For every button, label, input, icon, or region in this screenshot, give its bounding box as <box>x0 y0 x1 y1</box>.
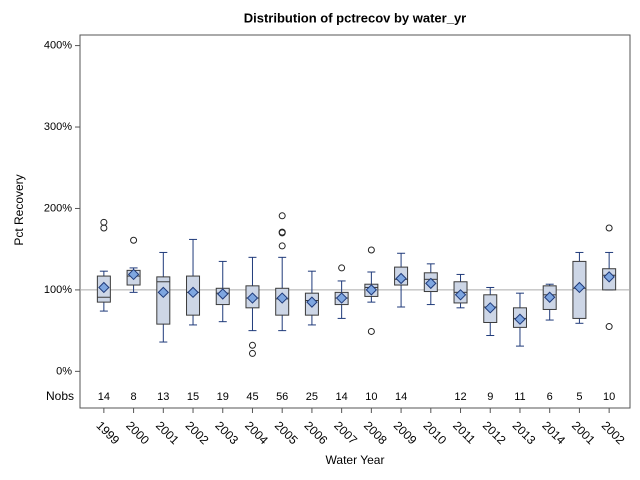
y-tick-label: 0% <box>56 365 72 377</box>
x-tick-label: 2003 <box>212 418 241 447</box>
x-tick-label: 1999 <box>93 418 122 447</box>
nobs-value: 5 <box>576 391 582 403</box>
mean-marker <box>573 281 586 294</box>
y-tick-label: 200% <box>44 202 72 214</box>
mean-marker <box>603 271 615 283</box>
outlier <box>100 218 108 226</box>
mean-marker <box>335 292 348 304</box>
nobs-value: 19 <box>217 391 229 403</box>
x-tick-label: 2000 <box>123 418 152 447</box>
mean-marker <box>187 286 199 299</box>
x-tick-label: 2001 <box>153 418 182 447</box>
y-tick-label: 400% <box>44 39 72 51</box>
nobs-value: 45 <box>246 391 258 403</box>
outlier <box>248 341 256 349</box>
mean-marker <box>395 272 407 285</box>
nobs-value: 15 <box>187 391 199 403</box>
outlier <box>367 327 375 335</box>
x-tick-label: 2007 <box>331 418 360 447</box>
nobs-value: 14 <box>336 391 348 403</box>
x-tick-label: 2004 <box>242 418 271 447</box>
mean-marker <box>98 281 110 294</box>
nobs-value: 9 <box>487 391 493 403</box>
x-tick-label: 2014 <box>539 418 568 447</box>
nobs-value: 12 <box>454 391 466 403</box>
mean-marker <box>425 277 437 290</box>
y-axis-label: Pct Recovery <box>12 174 26 245</box>
mean-marker <box>276 292 288 304</box>
nobs-value: 6 <box>547 391 553 403</box>
plot-frame <box>79 34 631 409</box>
x-tick-label: 2013 <box>510 418 539 447</box>
mean-marker <box>454 289 467 301</box>
mean-marker <box>246 292 259 304</box>
x-tick-label: 2005 <box>272 418 301 447</box>
mean-marker <box>484 302 496 314</box>
x-tick-label: 2011 <box>450 418 478 446</box>
box <box>156 276 171 325</box>
y-tick-label: 100% <box>44 284 72 296</box>
mean-marker <box>157 286 170 299</box>
x-tick-label: 2002 <box>599 418 628 447</box>
chart-title: Distribution of pctrecov by water_yr <box>244 10 467 25</box>
outlier <box>278 212 286 220</box>
nobs-value: 13 <box>157 391 169 403</box>
nobs-value: 10 <box>603 391 615 403</box>
nobs-value: 56 <box>276 391 288 403</box>
x-tick-label: 2012 <box>480 418 509 447</box>
y-tick-label: 300% <box>44 121 72 133</box>
mean-marker <box>514 313 526 325</box>
outlier <box>338 264 346 272</box>
outlier <box>605 224 613 232</box>
outlier <box>278 242 286 250</box>
mean-marker <box>306 296 318 308</box>
nobs-value: 10 <box>365 391 377 403</box>
nobs-value: 14 <box>98 391 110 403</box>
x-tick-label: 2001 <box>569 418 598 447</box>
mean-marker <box>365 284 378 296</box>
outlier <box>130 236 138 244</box>
mean-marker <box>127 268 140 281</box>
x-axis-label: Water Year <box>326 453 385 467</box>
x-tick-label: 2006 <box>302 418 331 447</box>
x-tick-label: 2008 <box>361 418 390 447</box>
x-tick-label: 2002 <box>183 418 212 447</box>
x-tick-label: 2010 <box>420 418 449 447</box>
outlier <box>248 349 256 357</box>
outlier <box>100 224 108 232</box>
x-tick-label: 2009 <box>391 418 420 447</box>
nobs-value: 11 <box>514 391 525 403</box>
mean-marker <box>217 288 229 300</box>
outlier <box>605 323 613 331</box>
outlier <box>278 229 286 237</box>
outlier <box>367 246 375 254</box>
nobs-value: 8 <box>131 391 137 403</box>
nobs-value: 14 <box>395 391 407 403</box>
nobs-value: 25 <box>306 391 318 403</box>
nobs-label: Nobs <box>46 389 74 403</box>
mean-marker <box>543 291 556 303</box>
